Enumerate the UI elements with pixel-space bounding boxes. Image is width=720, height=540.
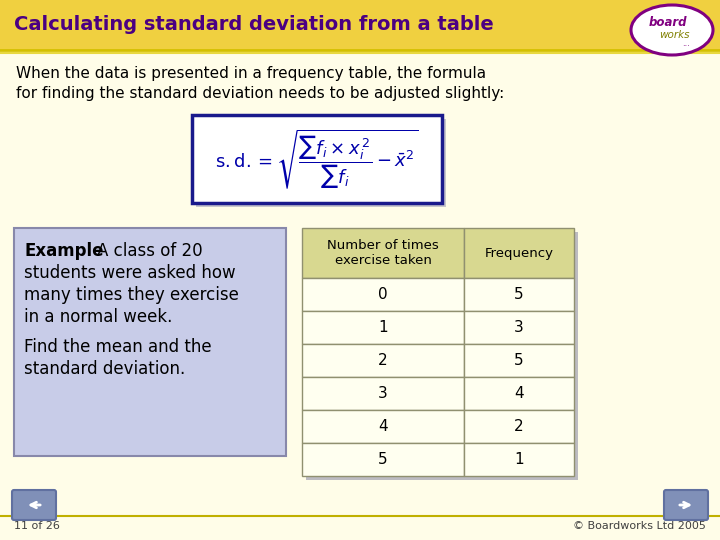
- Text: Find the mean and the: Find the mean and the: [24, 338, 212, 356]
- FancyBboxPatch shape: [464, 311, 574, 344]
- Text: works: works: [659, 30, 689, 40]
- FancyBboxPatch shape: [302, 228, 464, 278]
- Text: : A class of 20: : A class of 20: [86, 242, 202, 260]
- Text: 2: 2: [378, 353, 388, 368]
- Text: 2: 2: [514, 419, 524, 434]
- FancyBboxPatch shape: [12, 490, 56, 520]
- Text: 4: 4: [514, 386, 524, 401]
- FancyBboxPatch shape: [306, 232, 578, 480]
- Text: Number of times
exercise taken: Number of times exercise taken: [327, 239, 439, 267]
- Text: © Boardworks Ltd 2005: © Boardworks Ltd 2005: [573, 521, 706, 531]
- FancyBboxPatch shape: [302, 377, 464, 410]
- FancyBboxPatch shape: [464, 228, 574, 278]
- Text: Example: Example: [24, 242, 104, 260]
- Text: 5: 5: [514, 287, 524, 302]
- Text: 5: 5: [378, 452, 388, 467]
- FancyBboxPatch shape: [192, 115, 442, 203]
- Text: Calculating standard deviation from a table: Calculating standard deviation from a ta…: [14, 16, 494, 35]
- FancyBboxPatch shape: [302, 410, 464, 443]
- Text: board: board: [649, 16, 688, 29]
- FancyBboxPatch shape: [464, 443, 574, 476]
- FancyBboxPatch shape: [464, 344, 574, 377]
- Text: ...: ...: [682, 38, 690, 48]
- Text: 1: 1: [514, 452, 524, 467]
- Text: many times they exercise: many times they exercise: [24, 286, 239, 304]
- Text: $\mathrm{s.d.} = \sqrt{\dfrac{\sum f_i \times x_i^{\,2}}{\sum f_i} - \bar{x}^2}$: $\mathrm{s.d.} = \sqrt{\dfrac{\sum f_i \…: [215, 127, 418, 191]
- Text: 3: 3: [378, 386, 388, 401]
- FancyBboxPatch shape: [302, 344, 464, 377]
- FancyBboxPatch shape: [664, 490, 708, 520]
- Text: 5: 5: [514, 353, 524, 368]
- Text: standard deviation.: standard deviation.: [24, 360, 185, 378]
- Text: 4: 4: [378, 419, 388, 434]
- Text: in a normal week.: in a normal week.: [24, 308, 172, 326]
- FancyBboxPatch shape: [302, 278, 464, 311]
- FancyBboxPatch shape: [302, 443, 464, 476]
- Text: for finding the standard deviation needs to be adjusted slightly:: for finding the standard deviation needs…: [16, 86, 504, 101]
- FancyBboxPatch shape: [196, 119, 446, 207]
- Text: Frequency: Frequency: [485, 246, 554, 260]
- FancyBboxPatch shape: [464, 278, 574, 311]
- Text: 0: 0: [378, 287, 388, 302]
- Text: 3: 3: [514, 320, 524, 335]
- FancyBboxPatch shape: [14, 228, 286, 456]
- FancyBboxPatch shape: [302, 311, 464, 344]
- Text: students were asked how: students were asked how: [24, 264, 235, 282]
- FancyBboxPatch shape: [464, 410, 574, 443]
- FancyBboxPatch shape: [0, 0, 720, 50]
- Ellipse shape: [631, 5, 713, 55]
- FancyBboxPatch shape: [464, 377, 574, 410]
- Text: When the data is presented in a frequency table, the formula: When the data is presented in a frequenc…: [16, 66, 486, 81]
- Text: 1: 1: [378, 320, 388, 335]
- Text: 11 of 26: 11 of 26: [14, 521, 60, 531]
